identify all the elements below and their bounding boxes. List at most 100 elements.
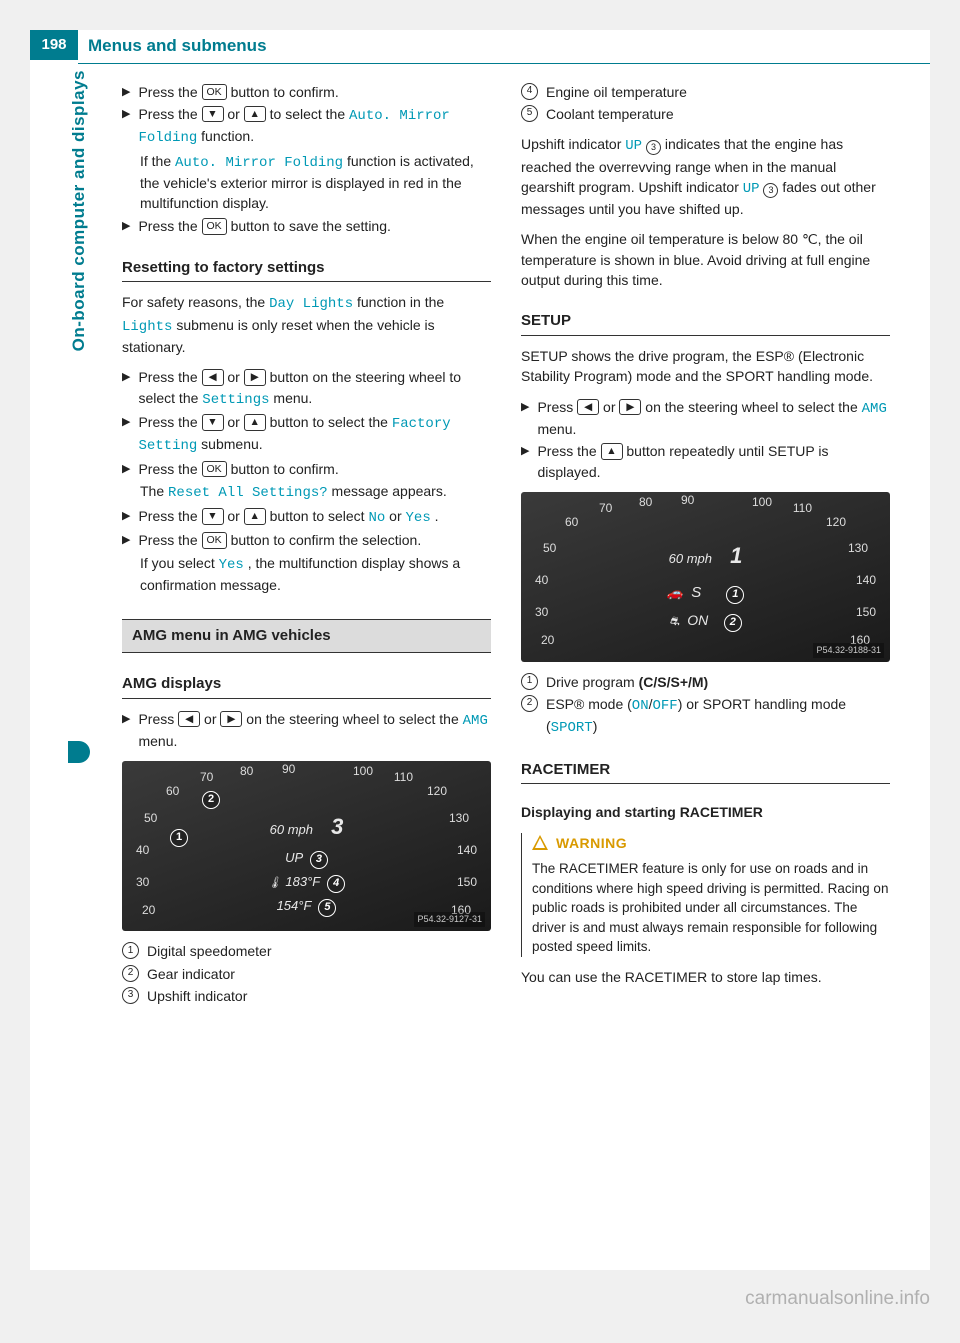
text: Press [138, 711, 178, 727]
side-label: On-board computer and displays [67, 70, 92, 351]
step-arrow-icon: ▶ [122, 370, 130, 386]
paragraph: SETUP shows the drive program, the ESP® … [521, 346, 890, 387]
left-button-icon: ◀ [178, 711, 200, 728]
up-button-icon: ▲ [601, 443, 623, 460]
step-note: The Reset All Settings? message appears. [140, 481, 491, 503]
gauge-tick: 80 [639, 494, 652, 511]
ok-button-icon: OK [202, 532, 227, 549]
legend-item: 2 ESP® mode (ON/OFF) or SPORT handling m… [521, 694, 890, 739]
warning-box: WARNING The RACETIMER feature is only fo… [521, 833, 890, 957]
inline-callout: 3 [646, 140, 661, 155]
figure-code: P54.32-9188-31 [813, 643, 884, 658]
up-button-icon: ▲ [244, 414, 266, 431]
right-column: 4 Engine oil temperature 5 Coolant tempe… [521, 82, 890, 1009]
text: ESP® mode ( [546, 696, 632, 712]
gauge-tick: 110 [394, 769, 413, 786]
step-text: Press the ▼ or ▲ to select the Auto. Mir… [138, 104, 491, 149]
left-button-icon: ◀ [577, 399, 599, 416]
text: button to save the setting. [231, 218, 391, 234]
gauge-tick: 60 [565, 514, 578, 531]
step-note: If you select Yes , the multifunction di… [140, 553, 491, 596]
amg-display-figure-1: 20 30 40 50 60 70 80 90 100 110 120 130 … [122, 761, 491, 931]
step-arrow-icon: ▶ [122, 415, 130, 431]
step-text: Press the ◀ or ▶ button on the steering … [138, 367, 491, 410]
speed-readout: 60 mph [270, 822, 313, 837]
gauge-illustration: 20 30 40 50 60 70 80 90 100 110 120 130 … [521, 492, 890, 662]
side-thumb-tab [68, 741, 90, 763]
legend-num-5: 5 [521, 105, 538, 122]
text: . [435, 508, 439, 524]
text: submenu. [201, 436, 262, 452]
step-item: ▶ Press the OK button to confirm the sel… [122, 530, 491, 550]
legend-num-2: 2 [521, 695, 538, 712]
legend-item: 4 Engine oil temperature [521, 82, 890, 102]
text: Press the [537, 443, 600, 459]
text: Press [537, 399, 577, 415]
menu-term: Reset All Settings? [168, 485, 328, 501]
legend-num-2: 2 [122, 965, 139, 982]
step-item: ▶ Press the OK button to confirm. [122, 82, 491, 102]
gauge-illustration: 20 30 40 50 60 70 80 90 100 110 120 130 … [122, 761, 491, 931]
text: or [227, 106, 243, 122]
step-arrow-icon: ▶ [122, 85, 130, 101]
subheading-reset: Resetting to factory settings [122, 257, 491, 283]
text: button to confirm. [231, 84, 339, 100]
legend-text: Drive program (C/S/S+/M) [546, 672, 708, 692]
text: or [603, 399, 619, 415]
legend-item: 2 Gear indicator [122, 964, 491, 984]
manual-page: 198 Menus and submenus On-board computer… [30, 30, 930, 1270]
page-title: Menus and submenus [78, 30, 930, 64]
menu-term: ON [632, 698, 649, 714]
legend-item: 1 Digital speedometer [122, 941, 491, 961]
down-button-icon: ▼ [202, 508, 224, 525]
legend-text: Coolant temperature [546, 104, 674, 124]
legend-num-3: 3 [122, 987, 139, 1004]
text: on the steering wheel to select the [246, 711, 462, 727]
subheading-racetimer: RACETIMER [521, 759, 890, 785]
side-tab: On-board computer and displays [30, 70, 129, 763]
text: or [389, 508, 405, 524]
callout-2: 2 [202, 791, 220, 809]
menu-term: Auto. Mirror Folding [175, 155, 343, 171]
paragraph: Upshift indicator UP 3 indicates that th… [521, 134, 890, 219]
step-arrow-icon: ▶ [122, 462, 130, 478]
oil-temp-readout: 183°F [285, 874, 320, 889]
step-arrow-icon: ▶ [122, 533, 130, 549]
gear-readout: 1 [730, 543, 742, 568]
text: button to select [270, 508, 369, 524]
step-text: Press the OK button to confirm. [138, 82, 491, 102]
text: button to select the [270, 414, 392, 430]
warning-header: WARNING [532, 833, 890, 853]
step-text: Press the OK button to save the setting. [138, 216, 491, 236]
warning-text: The RACETIMER feature is only for use on… [532, 859, 890, 957]
text: If you select [140, 555, 219, 571]
gauge-tick: 70 [200, 769, 213, 786]
legend-num-4: 4 [521, 83, 538, 100]
warning-label: WARNING [556, 833, 627, 853]
upshift-label: UP [285, 850, 303, 865]
coolant-temp-readout: 154°F [277, 898, 312, 913]
text: Upshift indicator [521, 136, 625, 152]
menu-term: OFF [653, 698, 678, 714]
legend-text: ESP® mode (ON/OFF) or SPORT handling mod… [546, 694, 890, 739]
esp-readout: ON [687, 612, 708, 628]
left-column: ▶ Press the OK button to confirm. ▶ Pres… [122, 82, 491, 1009]
text: or [227, 369, 243, 385]
ok-button-icon: OK [202, 461, 227, 478]
text: to select the [270, 106, 349, 122]
paragraph: For safety reasons, the Day Lights funct… [122, 292, 491, 357]
drive-program-readout: S [691, 584, 701, 601]
paragraph: When the engine oil temperature is below… [521, 229, 890, 290]
text: Press the [138, 84, 201, 100]
text: message appears. [332, 483, 447, 499]
left-button-icon: ◀ [202, 369, 224, 386]
menu-term: Day Lights [269, 296, 353, 312]
down-button-icon: ▼ [202, 106, 224, 123]
step-text: Press the ▼ or ▲ button to select No or … [138, 506, 491, 528]
legend-item: 1 Drive program (C/S/S+/M) [521, 672, 890, 692]
callout-5: 5 [318, 899, 336, 917]
down-button-icon: ▼ [202, 414, 224, 431]
menu-term: Settings [202, 392, 269, 408]
gauge-tick: 80 [240, 763, 253, 780]
section-band-amg: AMG menu in AMG vehicles [122, 619, 491, 653]
